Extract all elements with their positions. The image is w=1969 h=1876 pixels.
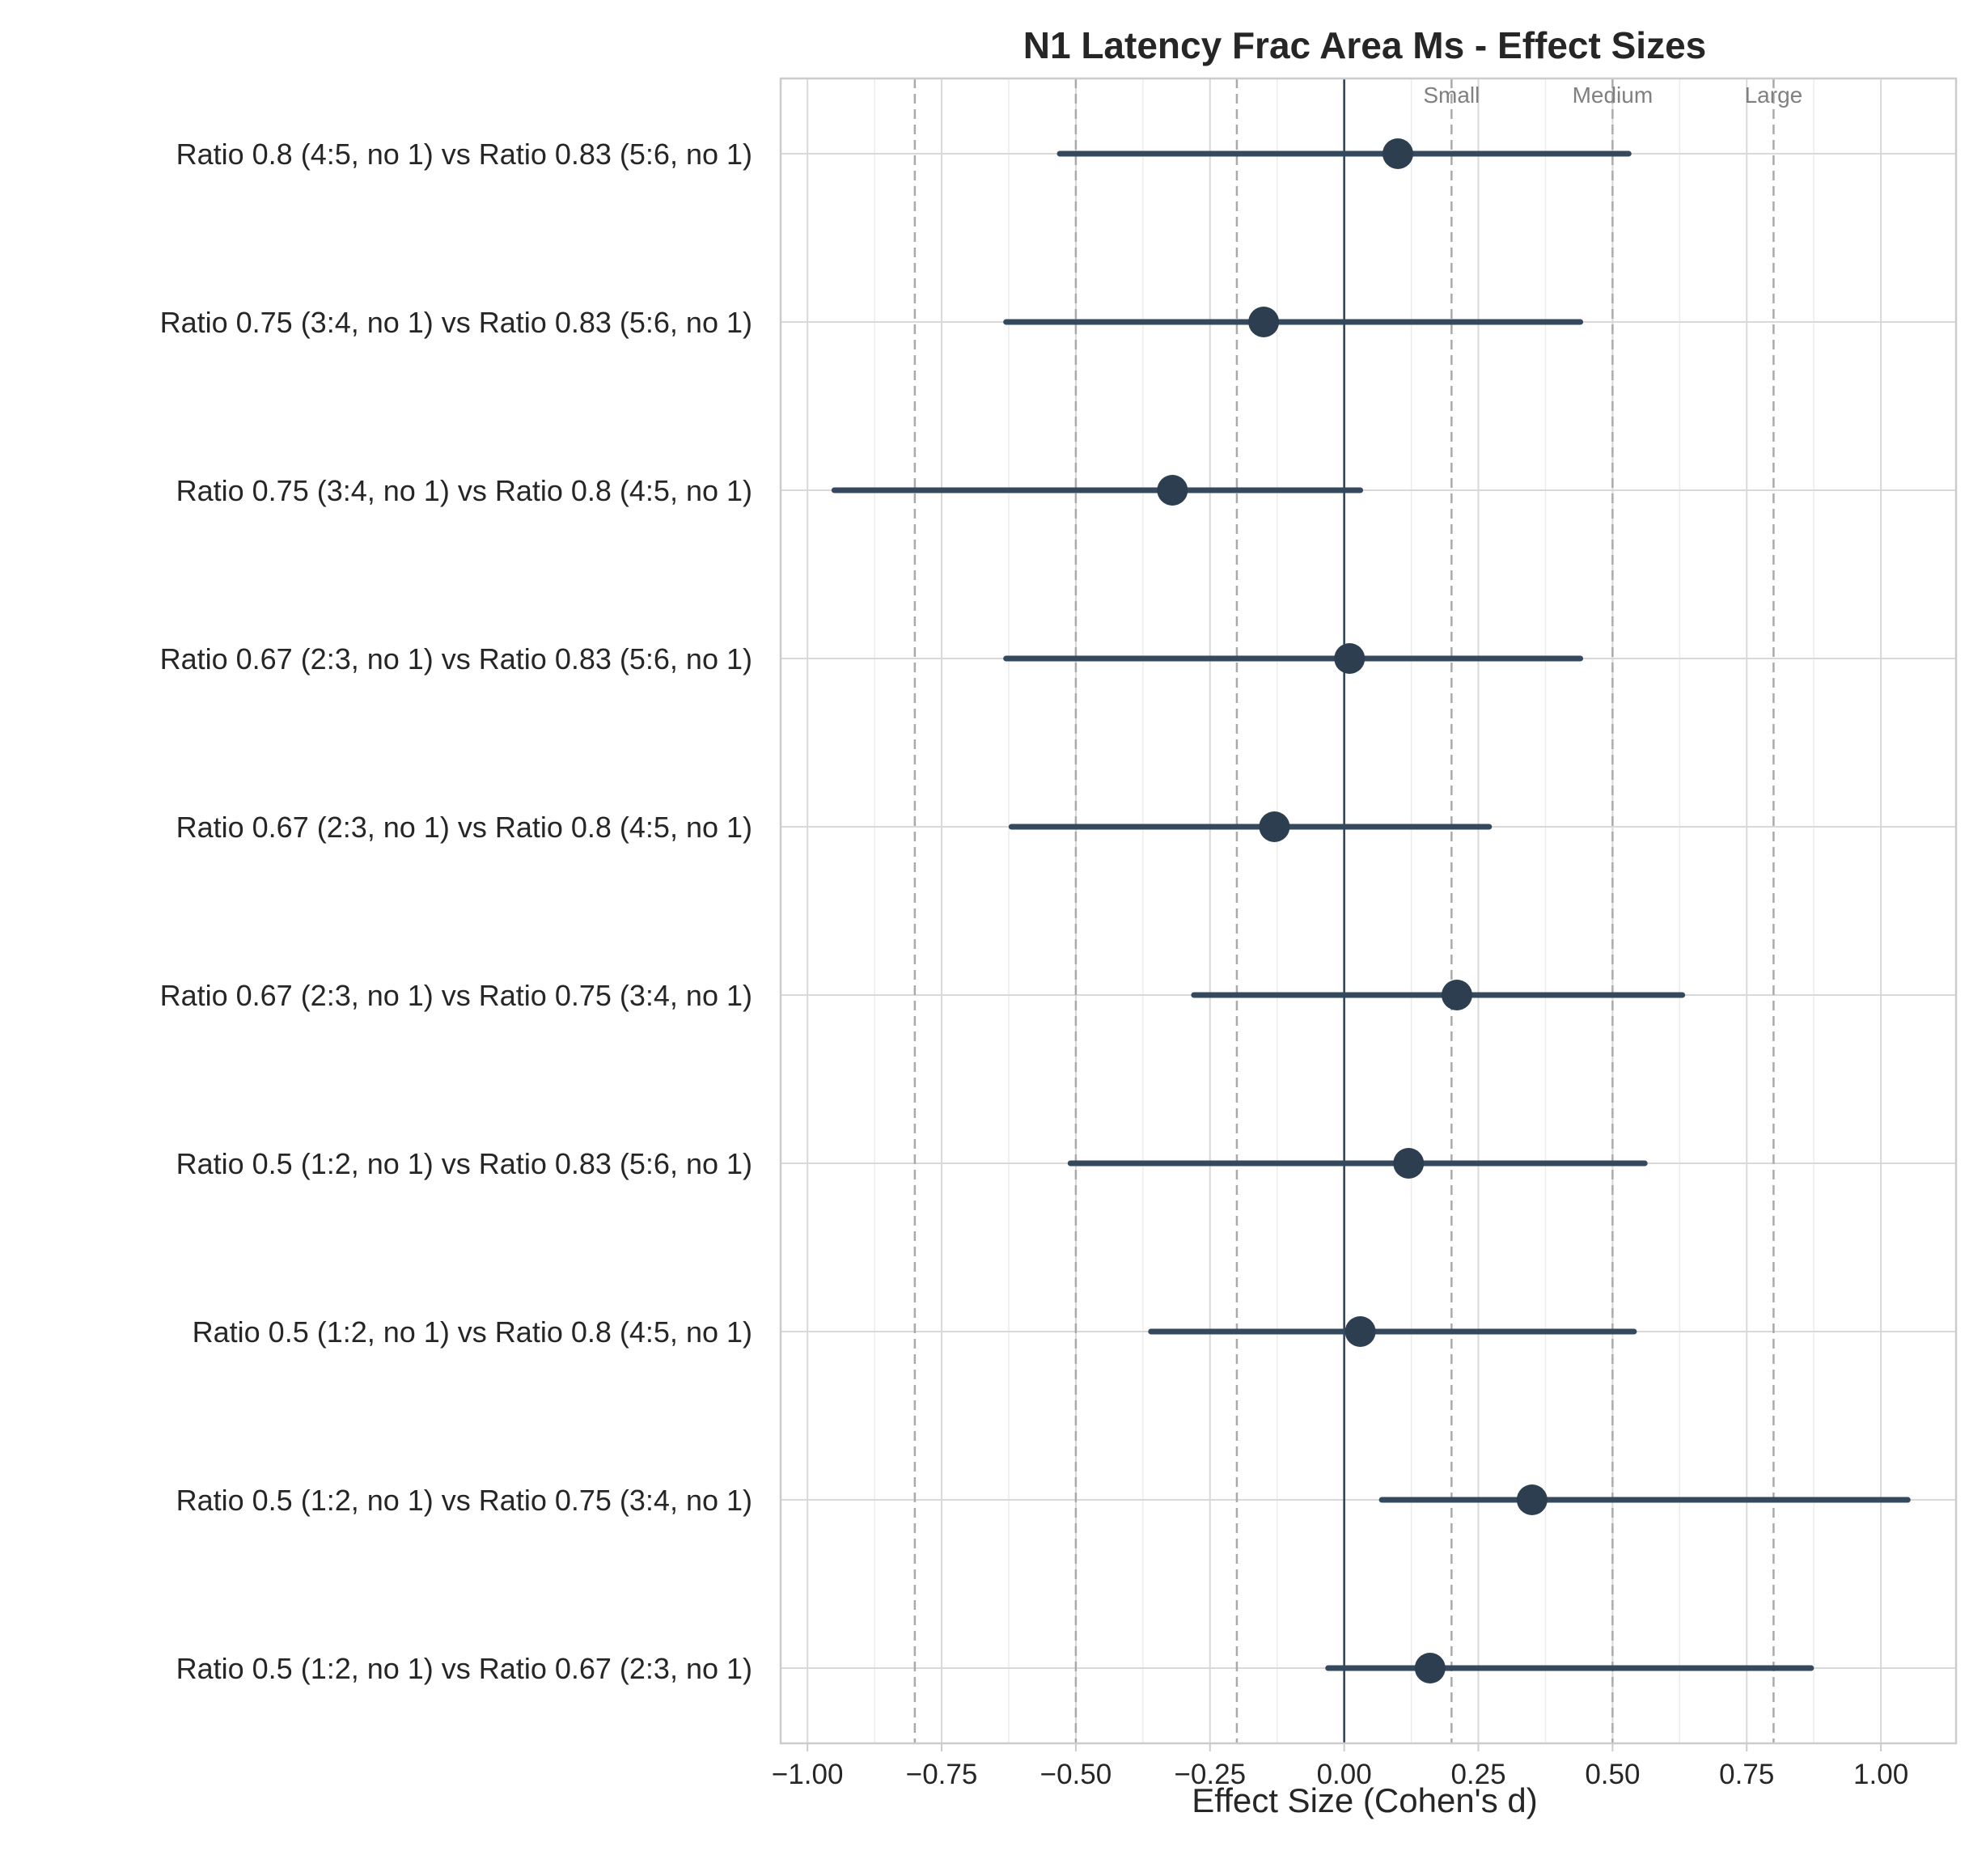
y-tick-label: Ratio 0.75 (3:4, no 1) vs Ratio 0.8 (4:5… (176, 474, 752, 507)
y-tick-label: Ratio 0.5 (1:2, no 1) vs Ratio 0.67 (2:3… (176, 1652, 752, 1685)
x-tick-label: 0.00 (1317, 1759, 1372, 1790)
x-tick-label: 0.50 (1585, 1759, 1640, 1790)
axes-frame (779, 77, 1958, 1745)
y-tick-label: Ratio 0.8 (4:5, no 1) vs Ratio 0.83 (5:6… (176, 138, 752, 171)
threshold-label: Medium (1573, 83, 1654, 108)
x-tick-label: 1.00 (1853, 1759, 1908, 1790)
data-layer (831, 78, 1911, 1743)
y-tick-label: Ratio 0.5 (1:2, no 1) vs Ratio 0.83 (5:6… (176, 1147, 752, 1180)
x-axis-label: Effect Size (Cohen's d) (1192, 1781, 1537, 1819)
threshold-label: Small (1423, 83, 1480, 108)
y-tick-label: Ratio 0.67 (2:3, no 1) vs Ratio 0.75 (3:… (160, 979, 752, 1012)
effect-marker (1414, 1653, 1446, 1683)
plot-frame (779, 77, 1958, 1745)
x-tick-label: 0.75 (1719, 1759, 1774, 1790)
threshold-lines: Small Medium Large (913, 78, 1803, 1743)
y-tick-label: Ratio 0.5 (1:2, no 1) vs Ratio 0.8 (4:5,… (193, 1315, 752, 1349)
x-tick-label: 0.25 (1450, 1759, 1505, 1790)
chart-title: N1 Latency Frac Area Ms - Effect Sizes (1023, 24, 1707, 66)
effect-marker (1248, 307, 1280, 337)
threshold-label: Large (1745, 83, 1803, 108)
effect-marker (1441, 980, 1472, 1010)
x-tick-label: −0.50 (1040, 1759, 1112, 1790)
effect-marker (1382, 138, 1413, 169)
x-tick-label: −0.25 (1174, 1759, 1246, 1790)
effect-marker (1516, 1484, 1548, 1515)
y-tick-label: Ratio 0.5 (1:2, no 1) vs Ratio 0.75 (3:4… (176, 1484, 752, 1517)
effect-marker (1157, 475, 1188, 506)
effect-marker (1393, 1148, 1425, 1179)
effect-marker (1259, 811, 1290, 842)
label-layer: Ratio 0.8 (4:5, no 1) vs Ratio 0.83 (5:6… (160, 138, 1909, 1790)
x-tick-label: −0.75 (906, 1759, 978, 1790)
effect-marker (1344, 1316, 1376, 1347)
y-tick-label: Ratio 0.67 (2:3, no 1) vs Ratio 0.8 (4:5… (176, 811, 752, 844)
x-tick-label: −1.00 (772, 1759, 844, 1790)
y-tick-label: Ratio 0.75 (3:4, no 1) vs Ratio 0.83 (5:… (160, 306, 752, 339)
y-tick-label: Ratio 0.67 (2:3, no 1) vs Ratio 0.83 (5:… (160, 642, 752, 675)
effect-marker (1334, 643, 1366, 674)
grid-layer (781, 78, 1956, 1743)
